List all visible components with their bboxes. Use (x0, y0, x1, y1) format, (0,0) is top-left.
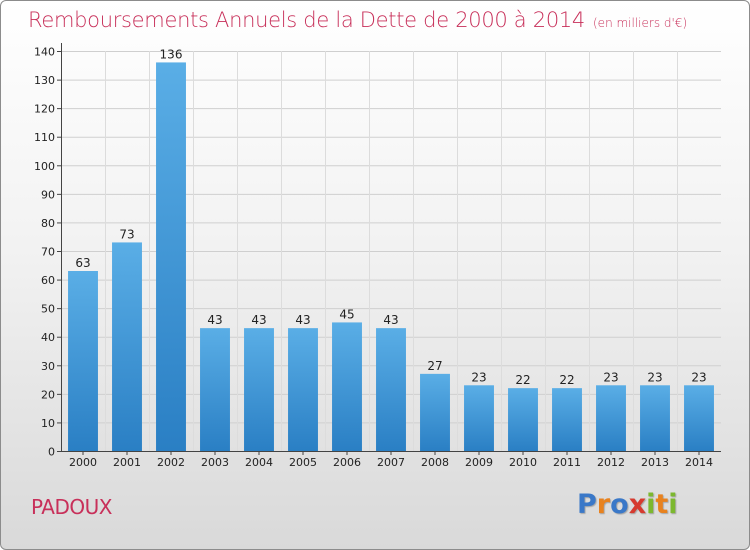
y-tick-label: 20 (41, 388, 55, 401)
y-tick-label: 60 (41, 274, 55, 287)
y-tick-label: 10 (41, 417, 55, 430)
bar (112, 242, 142, 451)
data-label: 27 (427, 359, 442, 373)
bar (640, 385, 670, 451)
axes: 0 10 20 30 40 50 60 70 80 90 100 110 120 130 140 2000 20… (34, 43, 721, 469)
y-tick-label: 30 (41, 360, 55, 373)
data-label: 23 (691, 370, 706, 384)
y-tick-label: 80 (41, 217, 55, 230)
logo-letter: i (646, 489, 656, 520)
proxiti-logo: Proxiti (577, 489, 678, 520)
y-tick-label: 40 (41, 331, 55, 344)
logo-letter: o (610, 489, 629, 520)
x-tick-label: 2013 (641, 456, 669, 469)
x-tick-label: 2004 (245, 456, 273, 469)
data-label: 43 (207, 313, 222, 327)
bar (596, 385, 626, 451)
data-label: 22 (515, 373, 530, 387)
bar (244, 328, 274, 451)
data-label: 43 (383, 313, 398, 327)
chart-subtitle: (en milliers d'€) (593, 16, 688, 30)
bar (420, 373, 450, 451)
y-tick-label: 70 (41, 246, 55, 259)
data-label: 63 (75, 256, 90, 270)
bar (200, 328, 230, 451)
data-label: 23 (471, 370, 486, 384)
y-tick-label: 50 (41, 303, 55, 316)
bars (68, 62, 714, 452)
logo-letter: x (628, 489, 647, 520)
logo-letter: i (668, 489, 678, 520)
x-tick-label: 2008 (421, 456, 449, 469)
y-tick-label: 140 (34, 46, 55, 59)
data-label: 43 (295, 313, 310, 327)
y-tick-label: 100 (34, 160, 55, 173)
bar (464, 385, 494, 451)
y-tick-label: 0 (48, 446, 55, 459)
value-labels: 63 73 136 43 43 43 45 43 27 23 22 22 23 23 23 (75, 47, 706, 387)
bar (332, 322, 362, 451)
bar (68, 271, 98, 451)
data-label: 23 (603, 370, 618, 384)
x-tick-label: 2006 (333, 456, 361, 469)
x-tick-label: 2010 (509, 456, 537, 469)
bar (684, 385, 714, 451)
data-label: 43 (251, 313, 266, 327)
logo-letter: t (655, 489, 669, 520)
x-tick-label: 2009 (465, 456, 493, 469)
data-label: 45 (339, 307, 354, 321)
logo-letter: r (596, 489, 611, 520)
place-name: PADOUX (31, 495, 112, 519)
bar (156, 62, 186, 452)
x-tick-label: 2001 (113, 456, 141, 469)
y-tick-label: 110 (34, 131, 55, 144)
data-label: 73 (119, 227, 134, 241)
x-tick-label: 2002 (157, 456, 185, 469)
bar (288, 328, 318, 451)
bar (552, 388, 582, 451)
chart-title-text: Remboursements Annuels de la Dette de 20… (28, 8, 585, 32)
bar (508, 388, 538, 451)
y-tick-label: 90 (41, 188, 55, 201)
x-tick-label: 2011 (553, 456, 581, 469)
data-label: 23 (647, 370, 662, 384)
x-tick-label: 2005 (289, 456, 317, 469)
x-tick-label: 2012 (597, 456, 625, 469)
x-tick-label: 2000 (69, 456, 97, 469)
bar (376, 328, 406, 451)
data-label: 22 (559, 373, 574, 387)
y-tick-label: 130 (34, 74, 55, 87)
chart-title: Remboursements Annuels de la Dette de 20… (28, 8, 687, 32)
x-tick-label: 2003 (201, 456, 229, 469)
x-tick-label: 2014 (685, 456, 713, 469)
logo-letter: P (577, 489, 597, 520)
data-label: 136 (160, 47, 183, 61)
x-tick-label: 2007 (377, 456, 405, 469)
y-tick-label: 120 (34, 103, 55, 116)
